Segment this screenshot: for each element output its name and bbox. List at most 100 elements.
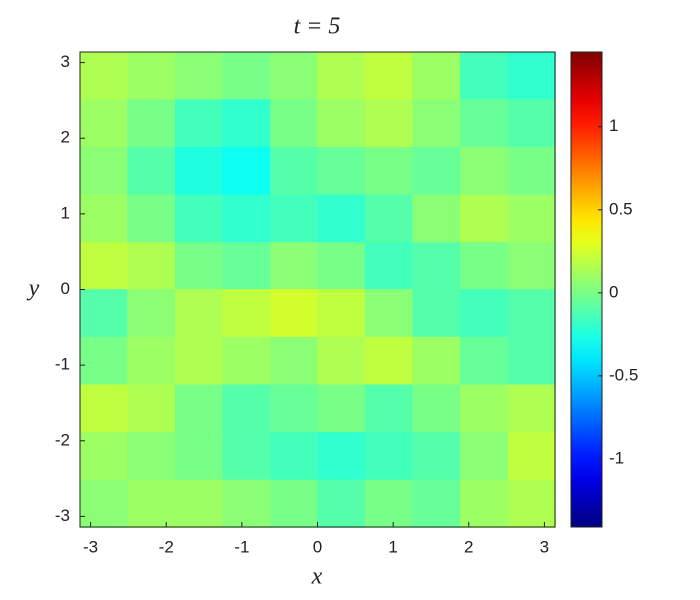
heat-cell — [412, 432, 461, 481]
heat-cell — [127, 289, 176, 338]
heat-cell — [364, 432, 413, 481]
heat-cell — [412, 336, 461, 385]
colorbar-tick-label: 1 — [609, 116, 618, 135]
heat-cell — [79, 242, 128, 291]
heat-cell — [364, 242, 413, 291]
heat-cell — [460, 242, 509, 291]
heat-cell — [507, 51, 556, 100]
heat-cell — [270, 384, 319, 433]
heat-cell — [317, 432, 366, 481]
heat-cell — [412, 384, 461, 433]
heat-cell — [270, 51, 319, 100]
heat-cell — [412, 146, 461, 196]
heat-cell — [460, 384, 509, 433]
heat-cell — [127, 146, 176, 196]
heat-cell — [174, 479, 224, 528]
heat-cell — [222, 99, 271, 148]
x-tick-label: -2 — [159, 537, 174, 556]
heat-cell — [317, 242, 366, 291]
heat-cell — [174, 51, 224, 100]
heat-cell — [222, 242, 271, 291]
x-tick-label: -3 — [83, 537, 98, 556]
heat-cell — [507, 479, 556, 528]
heat-cell — [79, 194, 128, 243]
y-tick-label: 3 — [61, 52, 70, 71]
heat-cell — [364, 146, 413, 196]
heat-cell — [317, 384, 366, 433]
heat-cell — [127, 479, 176, 528]
heat-cell — [460, 432, 509, 481]
colorbar — [570, 51, 603, 528]
heat-cell — [222, 479, 271, 528]
y-tick-label: -3 — [55, 506, 70, 525]
heat-cell — [460, 479, 509, 528]
heat-cell — [460, 289, 509, 338]
y-axis-label: y — [27, 276, 40, 302]
heat-cell — [222, 289, 271, 338]
heat-cell — [79, 51, 128, 100]
colorbar-tick-label: 0.5 — [609, 199, 633, 218]
x-tick-label: 3 — [540, 537, 549, 556]
heat-cell — [412, 99, 461, 148]
heat-cell — [79, 384, 128, 433]
heat-cell — [317, 479, 366, 528]
heat-cell — [222, 384, 271, 433]
heat-cell — [79, 479, 128, 528]
heat-cell — [222, 194, 271, 243]
y-tick-label: -1 — [55, 355, 70, 374]
heat-cell — [174, 194, 224, 243]
heat-cell — [270, 336, 319, 385]
heat-cell — [412, 51, 461, 100]
heat-cell — [222, 51, 271, 100]
x-tick-label: 0 — [313, 537, 322, 556]
x-axis-label: x — [311, 564, 323, 590]
heat-cell — [270, 242, 319, 291]
heat-cell — [460, 99, 509, 148]
heat-cell — [79, 289, 128, 338]
heat-cell — [364, 289, 413, 338]
heat-cell — [317, 99, 366, 148]
heat-cell — [127, 384, 176, 433]
heat-cell — [174, 336, 224, 385]
colorbar-tick-label: -0.5 — [609, 365, 638, 384]
y-tick-label: 2 — [61, 128, 70, 147]
heat-cell — [127, 99, 176, 148]
heat-cell — [317, 336, 366, 385]
heat-cell — [364, 479, 413, 528]
x-tick-label: -1 — [234, 537, 249, 556]
heat-cell — [412, 289, 461, 338]
heat-cell — [127, 336, 176, 385]
heat-cell — [174, 289, 224, 338]
chart-title: t = 5 — [294, 14, 341, 40]
heat-cell — [174, 146, 224, 196]
heat-cell — [79, 336, 128, 385]
heat-cell — [364, 51, 413, 100]
heat-cell — [412, 479, 461, 528]
heat-cell — [460, 194, 509, 243]
heat-cell — [507, 146, 556, 196]
heat-cell — [507, 384, 556, 433]
heat-cell — [507, 99, 556, 148]
heat-cell — [174, 242, 224, 291]
heat-cell — [364, 336, 413, 385]
heat-cell — [127, 432, 176, 481]
heat-cell — [507, 432, 556, 481]
heat-cell — [127, 194, 176, 243]
heat-cell — [127, 242, 176, 291]
heat-cell — [270, 479, 319, 528]
heat-cell — [174, 432, 224, 481]
heat-cell — [460, 336, 509, 385]
heat-cell — [507, 289, 556, 338]
y-tick-label: 1 — [61, 203, 70, 222]
heat-cell — [317, 194, 366, 243]
heat-cell — [174, 384, 224, 433]
y-tick-label: 0 — [61, 279, 70, 298]
heat-cell — [79, 99, 128, 148]
heat-cell — [222, 432, 271, 481]
heat-cell — [174, 99, 224, 148]
heat-cell — [270, 194, 319, 243]
y-tick-label: -2 — [55, 430, 70, 449]
heat-cell — [317, 51, 366, 100]
